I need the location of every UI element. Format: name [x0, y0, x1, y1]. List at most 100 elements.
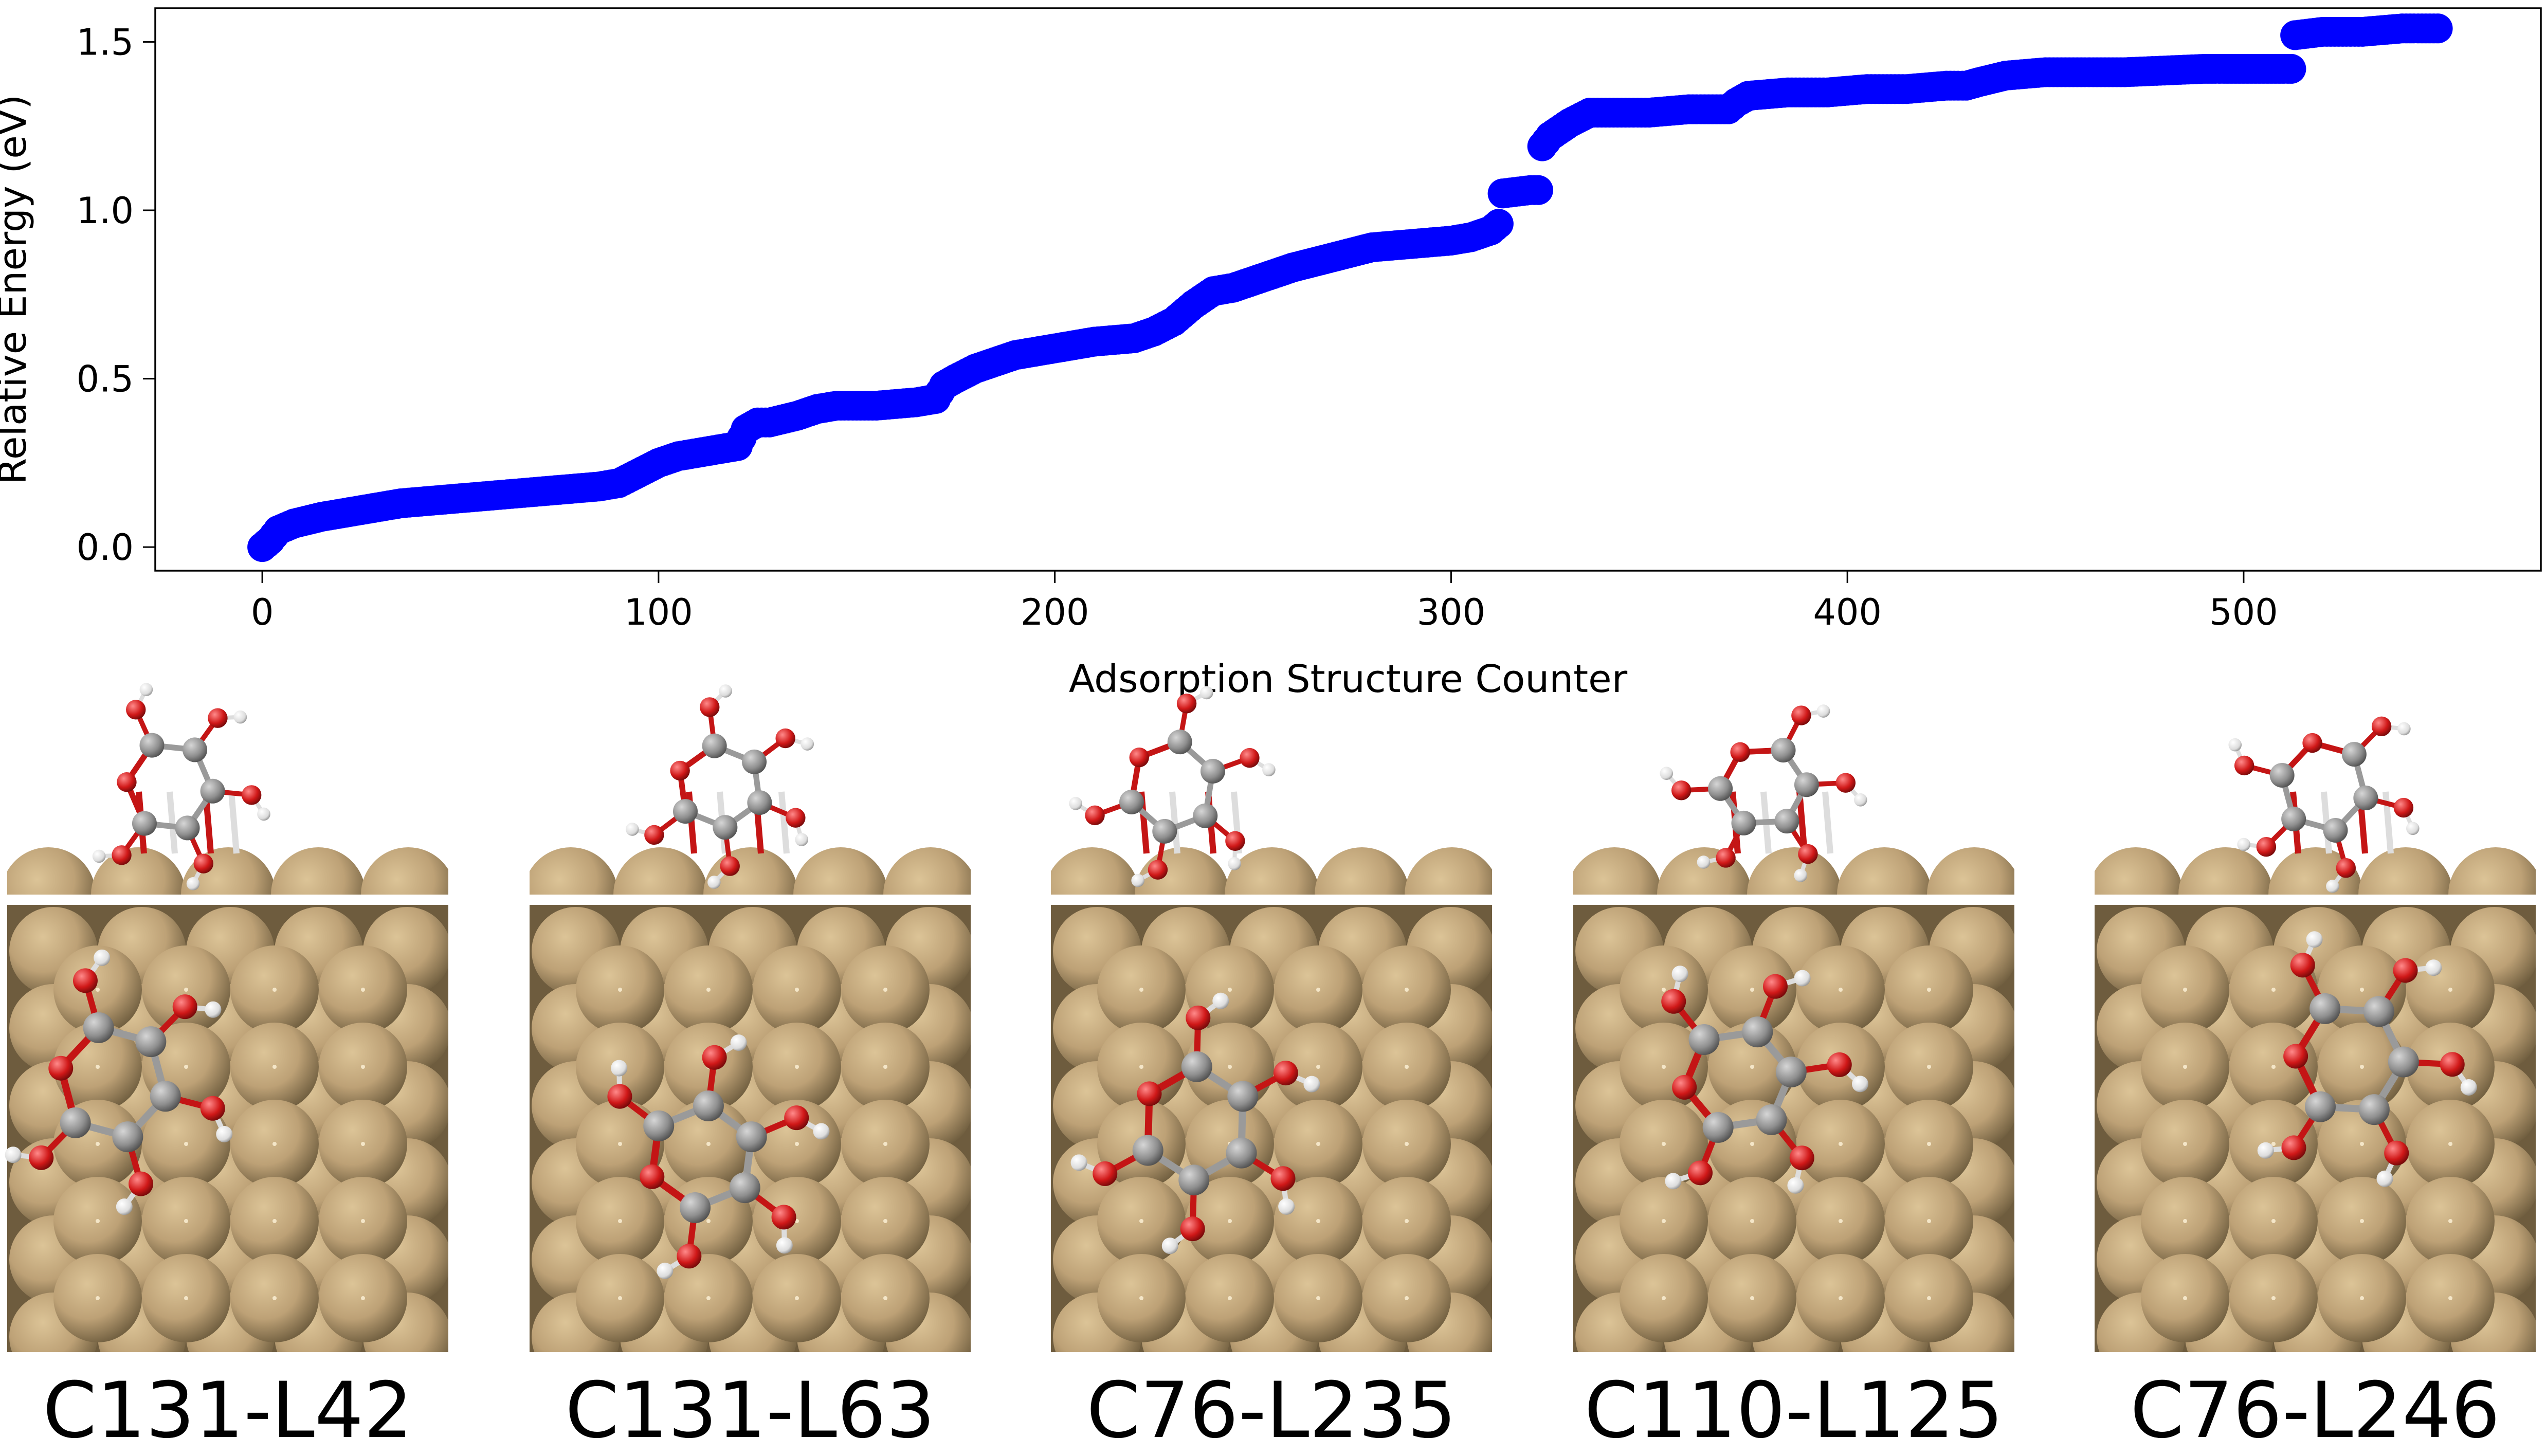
site-marker [1839, 1219, 1843, 1223]
plot-frame [154, 7, 2542, 572]
oxygen-atom [200, 1096, 225, 1121]
oxygen-atom [208, 708, 228, 728]
carbon-atom [2309, 993, 2341, 1024]
metal-atom [7, 847, 96, 895]
site-marker [1839, 1142, 1843, 1146]
oxygen-atom [644, 825, 664, 845]
metal-atom [1573, 847, 1662, 895]
metal-atom [530, 847, 618, 895]
site-marker [795, 1296, 799, 1300]
carbon-atom [1181, 1051, 1212, 1082]
oxygen-atom [2283, 1044, 2308, 1069]
site-marker [2271, 1142, 2276, 1146]
oxygen-atom [784, 1105, 809, 1131]
x-tick-label: 300 [1417, 591, 1486, 633]
oxygen-atom [2302, 733, 2322, 753]
carbon-atom [2353, 786, 2378, 811]
site-marker [1839, 1296, 1843, 1300]
oxygen-atom [1798, 844, 1818, 864]
metal-atom [2358, 847, 2453, 895]
carbon-atom [643, 1110, 675, 1141]
site-marker [795, 1142, 799, 1146]
x-axis-label: Adsorption Structure Counter [1069, 657, 1628, 701]
site-marker [272, 1142, 277, 1146]
oxygen-atom [117, 772, 137, 792]
oxygen-atom [2384, 1140, 2409, 1166]
site-marker [2448, 1296, 2452, 1300]
site-marker [2360, 1142, 2364, 1146]
carbon-atom [680, 1192, 711, 1223]
bond [1169, 791, 1180, 854]
hydrogen-atom [1853, 793, 1867, 807]
oxygen-atom [1762, 974, 1788, 999]
site-marker [96, 1065, 100, 1069]
hydrogen-atom [94, 949, 111, 966]
carbon-atom [729, 1172, 760, 1204]
structure-panel: C76-L235 [1051, 686, 1492, 1455]
site-marker [2183, 1142, 2187, 1146]
site-marker [2183, 988, 2187, 992]
hydrogen-atom [1131, 873, 1144, 887]
hydrogen-atom [2326, 879, 2339, 893]
y-axis-label: Relative Energy (eV) [0, 95, 35, 484]
hydrogen-atom [1212, 992, 1229, 1009]
site-marker [2271, 1296, 2276, 1300]
metal-atom [1225, 847, 1319, 895]
hydrogen-atom [813, 1123, 830, 1140]
hydrogen-atom [1816, 704, 1830, 718]
carbon-atom [672, 799, 698, 824]
site-marker [795, 1219, 799, 1223]
carbon-atom [1152, 818, 1177, 844]
hydrogen-atom [1794, 868, 1808, 882]
site-marker [361, 1065, 365, 1069]
carbon-atom [83, 1012, 114, 1043]
hydrogen-atom [2237, 838, 2250, 851]
site-marker [1228, 1065, 1232, 1069]
carbon-atom [747, 790, 772, 815]
site-marker [1316, 1065, 1320, 1069]
site-marker [1228, 1296, 1232, 1300]
metal-atom [1315, 847, 1409, 895]
hydrogen-atom [92, 849, 106, 863]
site-marker [2360, 1219, 2364, 1223]
oxygen-atom [1186, 1005, 1211, 1030]
structure-label: C76-L235 [1086, 1366, 1457, 1455]
oxygen-atom [112, 845, 132, 865]
oxygen-atom [1273, 1061, 1298, 1086]
oxygen-atom [2393, 797, 2414, 818]
hydrogen-atom [1671, 966, 1688, 982]
carbon-atom [1132, 1135, 1163, 1166]
site-marker [1750, 1219, 1754, 1223]
hydrogen-atom [801, 737, 814, 751]
carbon-atom [2305, 1091, 2336, 1122]
oxygen-atom [1240, 748, 1260, 768]
structure-label: C110-L125 [1584, 1366, 2003, 1455]
oxygen-atom [1671, 780, 1692, 800]
site-marker [1316, 1142, 1320, 1146]
oxygen-atom [2290, 953, 2315, 978]
site-marker [1927, 1296, 1931, 1300]
oxygen-atom [129, 1171, 154, 1196]
metal-atom [2448, 847, 2536, 895]
carbon-atom [2269, 762, 2295, 788]
site-marker [1927, 1219, 1931, 1223]
carbon-atom [2281, 806, 2306, 831]
site-marker [1927, 1065, 1931, 1069]
carbon-atom [742, 749, 767, 774]
carbon-atom [175, 815, 200, 841]
oxygen-atom [1270, 1166, 1296, 1191]
metal-atom [883, 847, 971, 895]
carbon-atom [1200, 758, 1225, 784]
carbon-atom [1774, 809, 1799, 834]
site-marker [706, 1219, 711, 1223]
hydrogen-atom [2306, 931, 2323, 948]
carbon-atom [1771, 738, 1796, 763]
oxygen-atom [2440, 1052, 2465, 1077]
site-marker [2271, 1065, 2276, 1069]
site-marker [184, 1296, 188, 1300]
hydrogen-atom [2425, 959, 2442, 976]
x-tick-label: 500 [2209, 591, 2278, 633]
structure-panels: C131-L42 C131-L63 C76-L235 C110-L125 C76-L24… [5, 683, 2536, 1455]
hydrogen-atom [1069, 796, 1082, 810]
hydrogen-atom [2460, 1079, 2477, 1096]
